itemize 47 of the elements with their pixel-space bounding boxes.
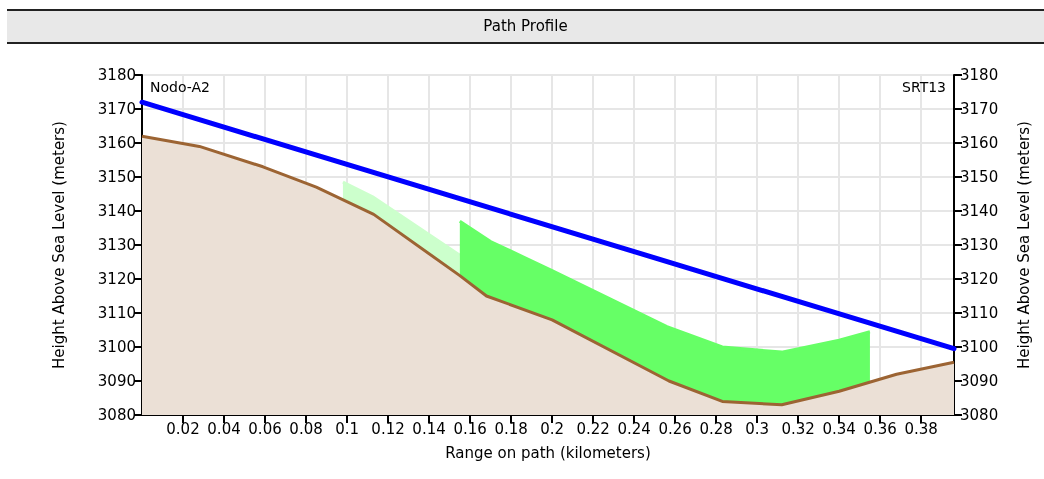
x-tick-label: 0.34: [822, 419, 856, 438]
y-tick-label: 3140: [97, 202, 136, 220]
y2-axis-title: Height Above Sea Level (meters): [1014, 121, 1033, 369]
y2-tick-label: 3150: [960, 168, 999, 186]
x-tick-label: 0.28: [699, 419, 733, 438]
y-tick-label: 3150: [97, 168, 136, 186]
y-tick-label: 3120: [97, 270, 136, 288]
y-tick-label: 3080: [97, 406, 136, 424]
x-tick-label: 0.04: [207, 419, 241, 438]
y2-tick-label: 3140: [960, 202, 999, 220]
x-tick-label: 0.2: [540, 419, 565, 438]
y2-tick-label: 3170: [960, 100, 999, 118]
y2-tick-label: 3080: [960, 406, 999, 424]
y-tick-label: 3180: [97, 66, 136, 84]
y2-tick-label: 3110: [960, 304, 999, 322]
x-tick-label: 0.38: [904, 419, 938, 438]
x-tick-label: 0.16: [453, 419, 487, 438]
y-tick-label: 3110: [97, 304, 136, 322]
x-tick-label: 0.14: [412, 419, 446, 438]
y2-tick-label: 3130: [960, 236, 999, 254]
y2-tick-label: 3180: [960, 66, 999, 84]
x-tick-label: 0.3: [745, 419, 770, 438]
x-tick-label: 0.08: [289, 419, 323, 438]
y-axis-title: Height Above Sea Level (meters): [49, 121, 68, 369]
x-tick-label: 0.18: [494, 419, 528, 438]
x-tick-label: 0.1: [335, 419, 359, 438]
y2-tick-label: 3160: [960, 134, 999, 152]
x-tick-label: 0.06: [248, 419, 282, 438]
y2-tick-label: 3090: [960, 372, 999, 390]
x-tick-label: 0.32: [781, 419, 815, 438]
x-tick-label: 0.02: [166, 419, 200, 438]
x-tick-label: 0.26: [658, 419, 692, 438]
y-tick-label: 3160: [97, 134, 136, 152]
x-tick-label: 0.36: [863, 419, 897, 438]
annotation: SRT13: [902, 79, 946, 95]
y-tick-label: 3170: [97, 100, 136, 118]
x-tick-label: 0.12: [371, 419, 405, 438]
y2-tick-label: 3100: [960, 338, 999, 356]
x-tick-label: 0.24: [617, 419, 651, 438]
chart-title: Path Profile: [483, 17, 568, 35]
y-tick-label: 3130: [97, 236, 136, 254]
y-tick-label: 3100: [97, 338, 136, 356]
y2-tick-label: 3120: [960, 270, 999, 288]
x-tick-label: 0.22: [576, 419, 610, 438]
x-axis-title: Range on path (kilometers): [445, 443, 651, 462]
y-tick-label: 3090: [97, 372, 136, 390]
annotation: Nodo-A2: [150, 79, 210, 95]
